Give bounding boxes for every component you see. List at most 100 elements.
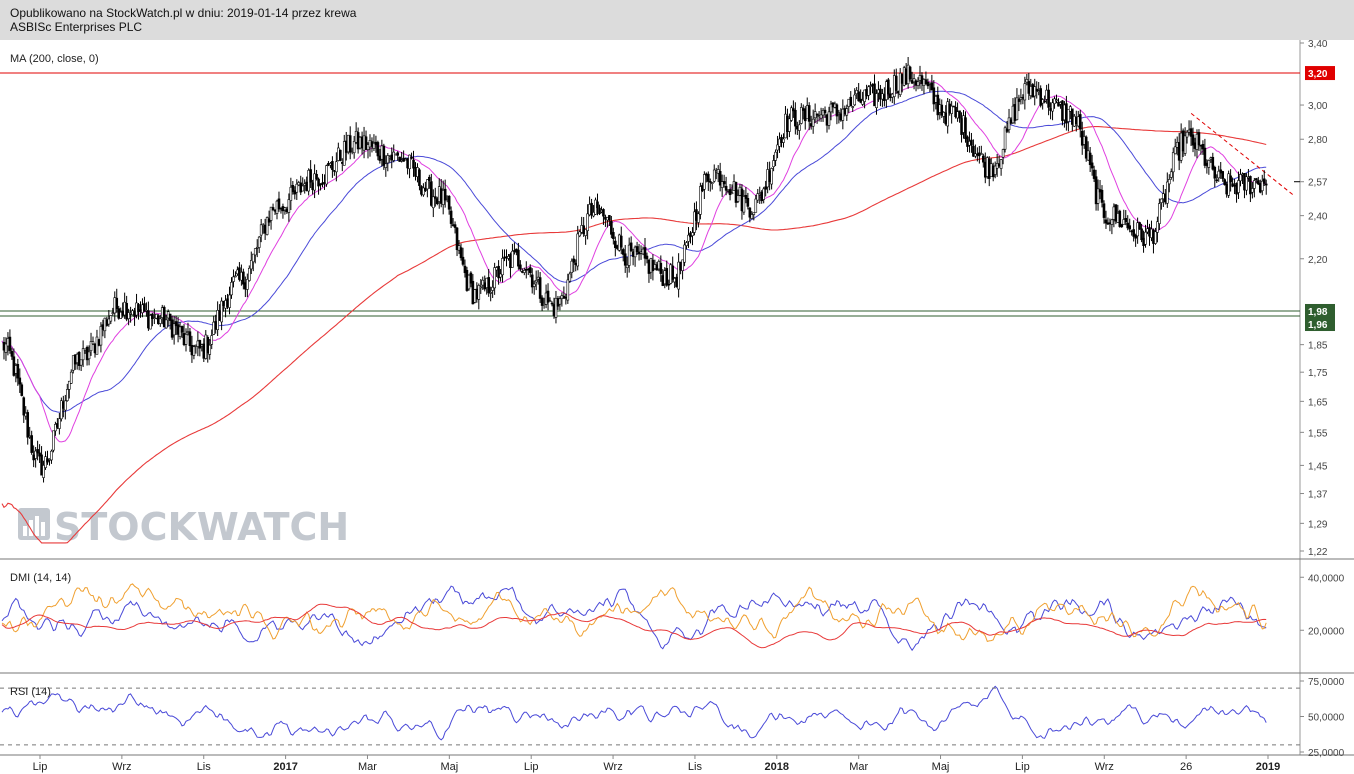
candle-body: [352, 141, 356, 154]
candle-body: [1158, 203, 1161, 224]
candle-body: [691, 232, 694, 237]
candle-body: [1124, 218, 1128, 223]
x-tick-label: Wrz: [112, 761, 131, 773]
candle-body: [722, 181, 726, 185]
candle-body: [645, 255, 649, 260]
price-tick-label: 3,00: [1308, 101, 1328, 112]
candle-body: [447, 195, 451, 210]
candle-body: [497, 265, 500, 279]
candle-body: [762, 188, 765, 200]
candle-body: [1253, 180, 1256, 189]
candle-body: [683, 244, 686, 263]
rsi-indicator-label: RSI (14): [10, 686, 51, 698]
candle-body: [449, 210, 453, 224]
candle-body: [149, 315, 152, 330]
candle-body: [707, 173, 710, 182]
candle-body: [1047, 89, 1050, 108]
candle-body: [242, 271, 245, 285]
candle-body: [1090, 162, 1094, 169]
candle-body: [1156, 221, 1159, 233]
candle-body: [81, 348, 85, 361]
candle-body: [230, 281, 233, 296]
candle-body: [568, 273, 572, 282]
candle-body: [1229, 175, 1232, 183]
candle-body: [912, 78, 916, 83]
candle-body: [168, 313, 172, 321]
candle-body: [819, 114, 823, 119]
candle-body: [1264, 183, 1268, 186]
price-tick-label: 2,80: [1308, 135, 1328, 146]
candle-body: [851, 106, 855, 108]
candle-body: [627, 244, 631, 266]
candle-body: [746, 198, 750, 207]
candle-body: [309, 169, 312, 183]
candle-body: [799, 107, 803, 124]
candle-body: [566, 279, 570, 301]
price-level-badge-label: 1,98: [1308, 307, 1328, 318]
candle-body: [455, 227, 459, 251]
candle-body: [1039, 88, 1042, 106]
candle-body: [532, 283, 536, 287]
candle-body: [894, 75, 898, 91]
candle-body: [790, 107, 793, 121]
watermark-text: STOCKWATCH: [54, 505, 349, 549]
candle-body: [325, 165, 328, 185]
candle-body: [1255, 178, 1258, 181]
candle-body: [993, 165, 997, 175]
candle-body: [30, 435, 33, 453]
candle-body: [798, 124, 801, 131]
candle-body: [109, 315, 113, 322]
publication-info: Opublikowano na StockWatch.pl w dniu: 20…: [10, 6, 357, 20]
candle-body: [534, 279, 538, 283]
x-tick-label: 2017: [273, 761, 297, 773]
candle-body: [1134, 234, 1137, 239]
candle-body: [1118, 210, 1122, 227]
candle-body: [251, 253, 255, 263]
candle-body: [315, 173, 318, 180]
candle-body: [869, 85, 872, 87]
candle-body: [546, 290, 550, 303]
candle-body: [277, 198, 281, 210]
candle-body: [1007, 117, 1011, 130]
candle-body: [184, 334, 188, 345]
rsi-tick-label: 50,0000: [1308, 713, 1345, 724]
candle-body: [36, 449, 39, 454]
candle-body: [52, 430, 55, 451]
candle-body: [335, 161, 338, 173]
candle-body: [867, 86, 870, 96]
candle-body: [861, 100, 864, 105]
candle-body: [42, 465, 45, 478]
candle-body: [940, 104, 944, 116]
x-tick-label: Lis: [197, 761, 212, 773]
candle-body: [958, 110, 961, 119]
candle-body: [712, 169, 716, 182]
candle-body: [1128, 225, 1132, 230]
candle-body: [1088, 152, 1092, 166]
candle-body: [453, 224, 457, 228]
candle-body: [477, 285, 481, 300]
candle-body: [550, 302, 554, 305]
candle-body: [827, 111, 831, 126]
candle-body: [491, 286, 494, 291]
candle-body: [665, 268, 669, 286]
candle-body: [408, 154, 411, 170]
candle-body: [815, 113, 819, 116]
candle-body: [1003, 127, 1007, 150]
candle-body: [431, 196, 435, 209]
candle-body: [1169, 171, 1173, 178]
candle-body: [493, 267, 496, 289]
x-tick-label: 2019: [1256, 761, 1280, 773]
candle-body: [930, 82, 934, 91]
candle-body: [301, 185, 305, 192]
candle-body: [932, 87, 936, 105]
candle-body: [58, 418, 61, 429]
chart-header: Opublikowano na StockWatch.pl w dniu: 20…: [0, 0, 1354, 40]
candle-body: [774, 151, 777, 161]
stock-chart: STOCKWATCH 3,40 3,00 2,80 2,57 2,40 2,20 1,85 1…: [0, 40, 1354, 774]
candle-body: [143, 303, 146, 312]
dmi-tick-label: 40,0000: [1308, 573, 1345, 584]
candle-body: [382, 145, 386, 166]
candle-body: [392, 151, 396, 161]
candle-body: [188, 331, 192, 347]
candle-body: [1055, 99, 1058, 102]
